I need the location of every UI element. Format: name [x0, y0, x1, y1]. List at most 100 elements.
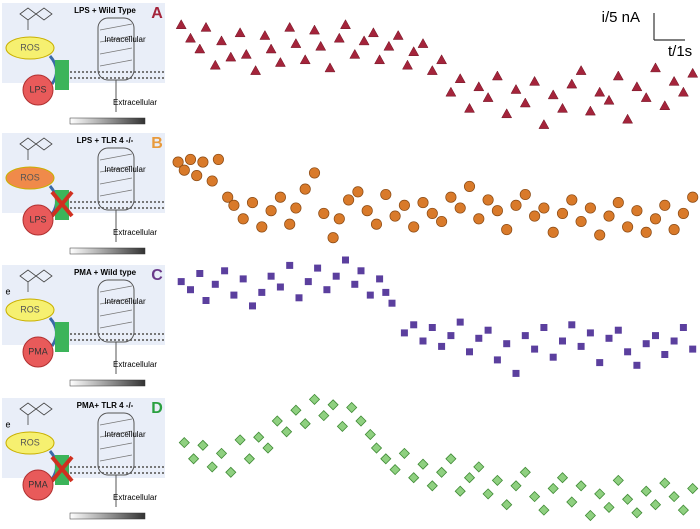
data-point	[187, 286, 194, 294]
data-point	[402, 59, 413, 70]
receptor	[55, 322, 69, 352]
stimulus-label: LPS	[29, 214, 46, 224]
data-point	[206, 175, 218, 187]
data-point	[206, 461, 218, 473]
data-point	[463, 180, 476, 192]
data-point	[445, 453, 457, 465]
scale-x-label: t/1s	[668, 43, 692, 60]
data-point	[475, 334, 483, 342]
nanotube-lattice	[99, 285, 133, 329]
data-point	[547, 226, 559, 238]
panel-letter: B	[151, 135, 163, 152]
data-point	[668, 224, 680, 236]
data-point	[464, 102, 475, 113]
data-point	[417, 197, 429, 209]
stimulus-label: PMA	[28, 346, 48, 356]
scale-y-label: i/5 nA	[602, 9, 640, 26]
data-point	[538, 119, 550, 129]
data-point	[622, 113, 634, 124]
ros-bubble	[5, 431, 55, 455]
data-point	[661, 351, 669, 358]
data-point	[342, 256, 349, 264]
data-point	[237, 213, 249, 225]
data-point	[200, 21, 212, 32]
data-point	[556, 207, 569, 219]
data-point	[185, 32, 196, 43]
data-point	[376, 275, 384, 283]
data-point	[327, 399, 339, 411]
data-point	[426, 65, 438, 75]
data-point	[400, 329, 408, 337]
data-point	[258, 288, 266, 296]
data-point	[640, 92, 652, 102]
data-point	[652, 332, 659, 340]
data-point	[501, 224, 513, 236]
data-point	[575, 480, 587, 492]
data-point	[521, 332, 529, 340]
data-point	[491, 474, 503, 486]
data-point	[603, 501, 615, 513]
data-point	[256, 221, 268, 233]
data-point	[408, 221, 420, 233]
data-point	[284, 21, 296, 32]
data-point	[276, 283, 284, 291]
nanotube-lattice	[99, 23, 133, 67]
data-point	[366, 291, 374, 299]
stimulus-bubble	[22, 336, 54, 368]
data-point	[677, 86, 689, 97]
data-point	[566, 78, 578, 89]
data-point	[361, 205, 373, 217]
data-point	[299, 183, 311, 195]
data-point	[304, 278, 312, 286]
electron-label: e	[5, 419, 10, 429]
data-point	[510, 199, 522, 211]
data-point	[351, 280, 359, 288]
data-point	[491, 205, 503, 217]
species-label: ROS	[20, 437, 40, 447]
data-point	[417, 458, 429, 470]
data-point	[670, 337, 678, 345]
data-point	[355, 415, 367, 427]
data-point	[622, 493, 634, 505]
data-point	[428, 324, 436, 331]
data-point	[228, 199, 240, 211]
data-point	[584, 509, 596, 522]
electrode	[69, 117, 146, 125]
panel-title: LPS + Wild Type	[74, 6, 136, 15]
data-point	[332, 272, 340, 280]
electrode	[69, 512, 146, 520]
data-point	[419, 337, 427, 345]
complex	[19, 137, 53, 160]
panel-title: PMA + Wild type	[74, 268, 137, 277]
data-point	[624, 348, 632, 356]
data-point	[445, 86, 457, 97]
data-point	[318, 207, 330, 219]
data-point	[398, 199, 410, 211]
panel-title: PMA+ TLR 4 -/-	[77, 401, 134, 410]
electron-label: e	[5, 286, 10, 296]
data-point	[473, 213, 485, 225]
data-point	[510, 480, 522, 492]
data-point	[614, 326, 622, 334]
intracellular-label: Intracellular	[104, 35, 146, 44]
data-point	[566, 496, 578, 508]
data-point	[352, 186, 364, 198]
data-point	[197, 439, 209, 451]
data-point	[318, 410, 330, 422]
data-point	[631, 507, 643, 519]
electrode	[69, 247, 146, 255]
data-point	[299, 418, 311, 430]
data-point	[529, 75, 541, 86]
data-point	[510, 83, 522, 94]
data-point	[519, 97, 531, 108]
data-point	[209, 59, 221, 70]
data-point	[687, 482, 699, 495]
data-point	[188, 453, 200, 465]
data-point	[529, 210, 541, 222]
intracellular-label: Intracellular	[104, 297, 146, 306]
data-point	[274, 56, 286, 67]
data-point	[556, 472, 569, 484]
data-point	[473, 461, 485, 473]
data-point	[216, 35, 227, 46]
data-point	[438, 342, 446, 350]
